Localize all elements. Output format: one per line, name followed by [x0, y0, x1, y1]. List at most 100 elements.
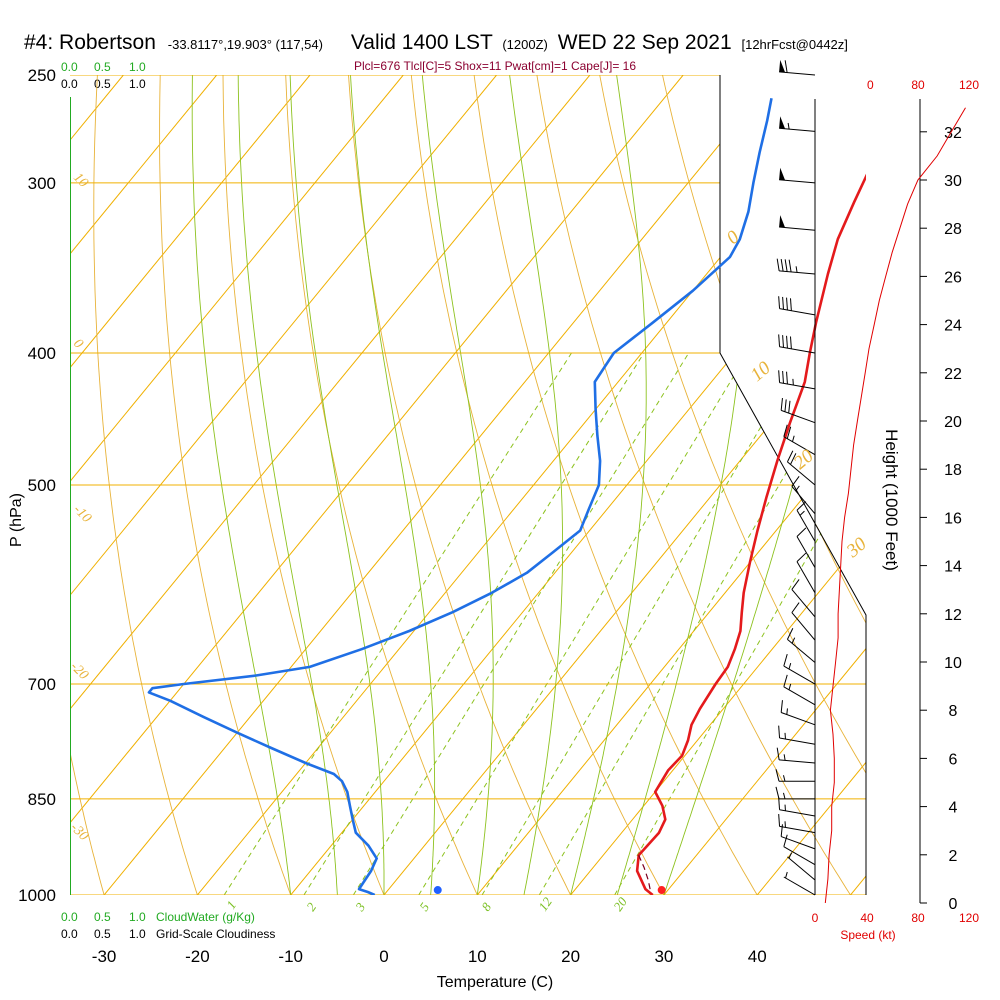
- cloudwater-scale-top: 0.0 0.5 1.0 0.0 0.5 1.0: [61, 60, 146, 91]
- dry-adiabat-line: [70, 749, 105, 895]
- barb-half-feather: [783, 792, 786, 799]
- wind-barb: [780, 398, 816, 424]
- barb-shaft: [781, 409, 816, 424]
- wind-speed-profile: [824, 107, 966, 904]
- forecast-info: [12hrFcst@0442z]: [741, 37, 847, 52]
- barb-pennant: [779, 116, 786, 129]
- surface-dewpoint-marker: [433, 886, 442, 895]
- barb-feather: [778, 370, 781, 383]
- valid-time: Valid 1400 LST: [351, 31, 493, 54]
- dry-adiabat-line: [285, 75, 478, 895]
- wind-barb: [775, 786, 815, 800]
- barb-feather: [788, 259, 792, 273]
- barb-feather: [786, 426, 792, 439]
- temperature-line: [635, 173, 866, 895]
- height-tick-label: 22: [944, 366, 962, 383]
- pressure-tick-label: 850: [28, 790, 56, 809]
- pressure-axis-label: P (hPa): [8, 493, 25, 547]
- barb-feather: [784, 399, 787, 412]
- barb-feather: [786, 371, 788, 385]
- barb-shaft: [783, 686, 816, 706]
- pressure-tick-label: 250: [28, 66, 56, 85]
- barb-shaft: [783, 876, 816, 896]
- pressure-ticks: 250 300 400 500 700 850 1000: [18, 66, 56, 905]
- barb-pennant: [779, 59, 786, 73]
- speed-bottom-tick-2: 80: [911, 911, 925, 925]
- speed-bottom-tick-1: 40: [860, 911, 874, 925]
- height-tick-label: 16: [944, 510, 962, 527]
- wind-barb: [779, 167, 816, 184]
- mixing-ratio-label: 20: [610, 894, 630, 914]
- height-tick-label: 30: [944, 173, 962, 190]
- barb-pennant: [779, 167, 786, 181]
- temperature-axis-label: Temperature (C): [437, 974, 553, 991]
- barb-half-feather: [783, 775, 786, 782]
- barb-half-feather: [787, 122, 790, 130]
- wind-barb: [778, 725, 816, 745]
- height-axis-label: Height (1000 Feet): [882, 429, 901, 571]
- temperature-tick-label: 40: [748, 947, 767, 966]
- barb-shaft: [779, 308, 816, 316]
- height-tick-label: 32: [944, 125, 962, 142]
- height-tick-label: 20: [944, 414, 962, 431]
- barb-feather: [780, 258, 784, 272]
- barb-half-feather: [788, 662, 792, 670]
- barb-feather: [788, 400, 791, 414]
- cloudwater-bottom-tick-0: 0.0: [61, 910, 78, 924]
- cloudiness-tick-0: 0.0: [61, 77, 78, 91]
- cloudiness-label: Grid-Scale Cloudiness: [156, 927, 275, 941]
- wind-barb: [796, 527, 816, 568]
- barb-feather: [776, 747, 780, 760]
- moist-adiabat-line: [350, 75, 436, 895]
- mixing-ratio-line: [303, 352, 645, 895]
- wind-barb: [786, 450, 816, 486]
- valid-date: WED 22 Sep 2021: [558, 31, 732, 54]
- height-tick-label: 12: [944, 607, 962, 624]
- barb-feather: [778, 814, 781, 827]
- utc-time: (1200Z): [502, 37, 548, 52]
- speed-top-tick-3: 120: [959, 78, 979, 92]
- speed-scale-bottom: 0 40 80 120 Speed (kt): [812, 911, 980, 942]
- wind-barb: [791, 602, 816, 641]
- moist-adiabat-line: [509, 75, 564, 895]
- cloudwater-tick-1: 0.5: [94, 60, 111, 74]
- cloudwater-bottom-tick-2: 1.0: [129, 910, 146, 924]
- speed-axis-label: Speed (kt): [840, 928, 895, 942]
- moist-adiabat-line: [421, 75, 494, 895]
- barb-feather: [796, 527, 807, 537]
- stability-indices: Plcl=676 Tlcl[C]=5 Shox=11 Pwat[cm]=1 Ca…: [354, 59, 636, 73]
- height-tick-label: 4: [949, 800, 958, 817]
- station-name: #4: Robertson: [24, 31, 156, 54]
- dry-adiabat-line: [93, 75, 198, 895]
- parcel-line: [638, 854, 651, 890]
- speed-bottom-tick-0: 0: [812, 911, 819, 925]
- height-tick-label: 6: [949, 751, 958, 768]
- dry-adiabat-line: [914, 75, 1000, 895]
- wind-barb: [783, 834, 816, 866]
- barb-shaft: [791, 589, 816, 618]
- station-coords: -33.8117°,19.903° (117,54): [168, 37, 323, 52]
- moist-adiabat-line: [570, 75, 647, 895]
- pressure-tick-label: 500: [28, 476, 56, 495]
- temperature-ticks: -30 -20 -10 0 10 20 30 40: [92, 947, 767, 966]
- height-tick-label: 26: [944, 269, 962, 286]
- barb-feather: [786, 335, 788, 349]
- height-tick-label: 14: [944, 559, 962, 576]
- barb-half-feather: [791, 637, 796, 644]
- mixing-ratio-line: [418, 352, 749, 895]
- wind-barb: [783, 653, 816, 685]
- cloudwater-bottom-tick-1: 0.5: [94, 910, 111, 924]
- barb-feather: [791, 602, 800, 613]
- barb-shaft: [779, 71, 816, 76]
- temperature-tick-label: 30: [654, 947, 673, 966]
- barb-half-feather: [799, 510, 805, 516]
- barb-half-feather: [786, 708, 788, 715]
- isotherm-line: [70, 75, 218, 255]
- barb-shaft: [779, 382, 816, 390]
- barb-feather: [780, 824, 783, 837]
- barb-feather: [786, 628, 794, 640]
- barb-feather: [775, 786, 780, 799]
- height-tick-label: 24: [944, 318, 962, 335]
